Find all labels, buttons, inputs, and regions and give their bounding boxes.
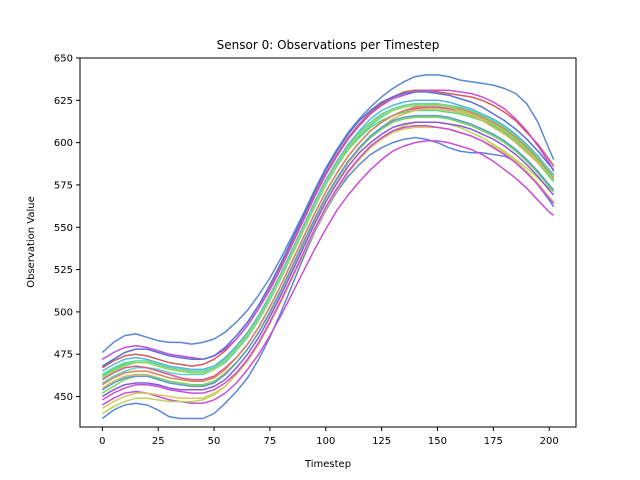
series-line-13 [101,91,555,367]
x-tick-label: 100 [316,436,335,447]
y-tick-label: 575 [54,180,73,191]
series-line-0 [101,74,555,354]
series-line-1 [101,136,555,420]
x-tick-label: 125 [372,436,391,447]
series-line-9 [101,121,555,398]
x-tick-label: 50 [208,436,221,447]
series-line-10 [101,99,555,372]
y-axis-label: Observation Value [26,196,37,288]
x-tick-label: 200 [540,436,559,447]
x-tick-label: 150 [428,436,447,447]
x-tick-label: 75 [264,436,277,447]
y-tick-label: 550 [54,223,73,234]
x-tick-label: 25 [152,436,165,447]
x-tick-label: 0 [99,436,105,447]
x-axis-label: Timestep [304,459,351,470]
y-tick-label: 650 [54,54,73,65]
series-layer [101,74,555,420]
series-line-18 [101,114,555,391]
y-tick-label: 475 [54,350,73,361]
chart-title: Sensor 0: Observations per Timestep [217,38,440,52]
series-line-16 [101,124,555,401]
y-tick-label: 625 [54,96,73,107]
y-tick-label: 500 [54,307,73,318]
series-line-19 [101,104,555,379]
series-line-15 [101,102,555,376]
plot-frame [79,57,577,428]
series-line-3 [101,89,555,361]
series-line-2 [101,89,555,369]
y-axis: 450 475 500 525 550 575 600 625 650 [54,54,80,403]
x-axis: 0 25 50 75 100 125 150 175 200 [99,427,559,447]
y-tick-label: 600 [54,138,73,149]
y-tick-label: 450 [54,392,73,403]
series-line-17 [101,104,555,386]
y-tick-label: 525 [54,265,73,276]
x-tick-label: 175 [484,436,503,447]
